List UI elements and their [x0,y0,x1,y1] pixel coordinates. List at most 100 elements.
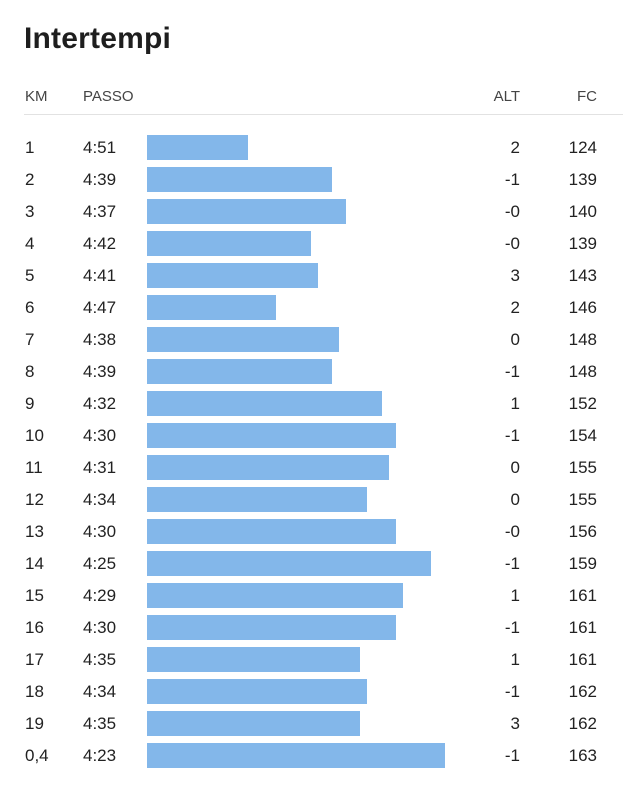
split-hr: 154 [568,426,597,445]
split-alt: 2 [510,298,520,317]
pace-bar [147,647,361,672]
split-km: 0,4 [25,746,49,765]
split-km: 17 [25,650,44,669]
split-alt: -1 [504,682,520,701]
split-row: 16 4:30 -1 161 [0,612,623,644]
split-km: 3 [25,202,35,221]
split-km: 12 [25,490,44,509]
split-alt: 1 [510,586,520,605]
split-alt: -1 [504,426,520,445]
pace-bar [147,743,445,768]
split-pace: 4:35 [83,650,117,669]
split-row: 4 4:42 -0 139 [0,228,623,260]
split-hr: 159 [568,554,597,573]
split-km: 5 [25,266,35,285]
split-alt: 0 [510,458,520,477]
split-alt: -0 [504,202,520,221]
split-hr: 124 [568,138,597,157]
split-hr: 161 [568,650,597,669]
pace-bar [147,487,368,512]
split-hr: 163 [568,746,597,765]
split-pace: 4:35 [83,714,117,733]
split-row: 8 4:39 -1 148 [0,356,623,388]
split-row: 5 4:41 3 143 [0,260,623,292]
split-alt: 0 [510,490,520,509]
split-km: 4 [25,234,35,253]
split-km: 2 [25,170,35,189]
split-pace: 4:37 [83,202,117,221]
split-hr: 146 [568,298,597,317]
split-pace: 4:30 [83,522,117,541]
split-row: 19 4:35 3 162 [0,708,623,740]
split-alt: 1 [510,394,520,413]
split-row: 11 4:31 0 155 [0,452,623,484]
pace-bar [147,167,333,192]
split-km: 10 [25,426,44,445]
splits-header: KM PASSO ALT FC [0,84,623,114]
split-km: 13 [25,522,44,541]
split-hr: 155 [568,458,597,477]
split-row: 14 4:25 -1 159 [0,548,623,580]
split-pace: 4:25 [83,554,117,573]
split-pace: 4:39 [83,362,117,381]
split-row: 17 4:35 1 161 [0,644,623,676]
split-km: 15 [25,586,44,605]
split-row: 0,4 4:23 -1 163 [0,740,623,772]
split-alt: 0 [510,330,520,349]
split-row: 6 4:47 2 146 [0,292,623,324]
split-alt: 1 [510,650,520,669]
split-pace: 4:42 [83,234,117,253]
split-hr: 155 [568,490,597,509]
header-hr: FC [577,88,597,105]
split-pace: 4:30 [83,618,117,637]
split-pace: 4:32 [83,394,117,413]
pace-bar [147,231,312,256]
split-pace: 4:23 [83,746,117,765]
split-alt: -0 [504,522,520,541]
split-pace: 4:31 [83,458,117,477]
split-km: 8 [25,362,35,381]
split-pace: 4:47 [83,298,117,317]
split-row: 15 4:29 1 161 [0,580,623,612]
pace-bar [147,583,403,608]
pace-bar [147,455,389,480]
pace-bar [147,423,396,448]
split-km: 9 [25,394,35,413]
split-hr: 143 [568,266,597,285]
split-hr: 139 [568,234,597,253]
split-row: 9 4:32 1 152 [0,388,623,420]
split-hr: 148 [568,362,597,381]
split-hr: 161 [568,586,597,605]
split-alt: -0 [504,234,520,253]
pace-bar [147,199,347,224]
split-hr: 152 [568,394,597,413]
split-alt: -1 [504,554,520,573]
split-alt: -1 [504,746,520,765]
split-alt: -1 [504,362,520,381]
split-pace: 4:38 [83,330,117,349]
pace-bar [147,391,382,416]
split-row: 18 4:34 -1 162 [0,676,623,708]
header-alt: ALT [493,88,520,105]
pace-bar [147,359,333,384]
pace-bar [147,295,276,320]
split-pace: 4:41 [83,266,117,285]
split-pace: 4:30 [83,426,117,445]
header-km: KM [25,88,48,105]
split-pace: 4:29 [83,586,117,605]
split-pace: 4:51 [83,138,117,157]
split-row: 1 4:51 2 124 [0,132,623,164]
split-hr: 162 [568,714,597,733]
split-pace: 4:39 [83,170,117,189]
pace-bar [147,135,248,160]
split-hr: 162 [568,682,597,701]
split-row: 12 4:34 0 155 [0,484,623,516]
split-hr: 156 [568,522,597,541]
split-row: 7 4:38 0 148 [0,324,623,356]
split-km: 16 [25,618,44,637]
pace-bar [147,615,396,640]
split-alt: 3 [510,714,520,733]
pace-bar [147,679,368,704]
split-km: 14 [25,554,44,573]
split-km: 6 [25,298,35,317]
